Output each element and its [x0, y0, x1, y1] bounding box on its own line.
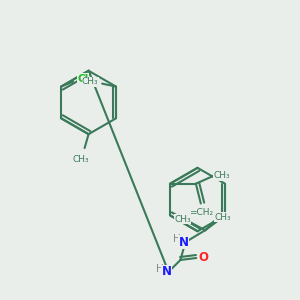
Text: CH₃: CH₃ [174, 215, 191, 224]
Text: CH₃: CH₃ [72, 155, 89, 164]
Text: =CH₂: =CH₂ [189, 208, 213, 217]
Text: H: H [172, 234, 180, 244]
Text: N: N [162, 266, 172, 278]
Text: N: N [178, 236, 188, 249]
Text: CH₃: CH₃ [215, 213, 231, 222]
Text: CH₃: CH₃ [82, 77, 99, 86]
Text: O: O [198, 251, 208, 265]
Text: CH₃: CH₃ [213, 171, 230, 180]
Text: H: H [156, 264, 164, 274]
Text: Cl: Cl [77, 74, 88, 84]
